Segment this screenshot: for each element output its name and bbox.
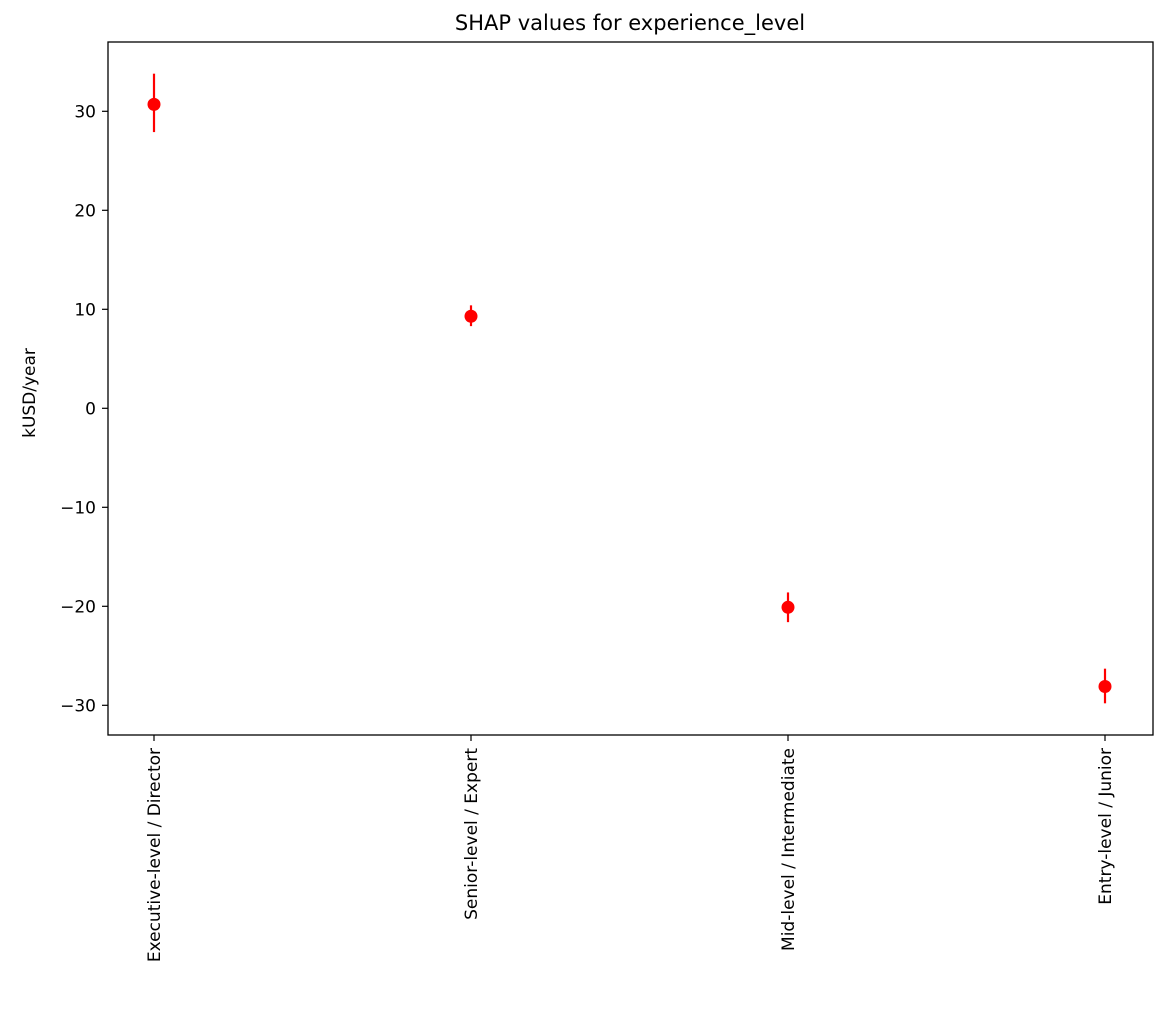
x-tick-label: Executive-level / Director <box>145 748 165 962</box>
data-marks <box>147 73 1112 704</box>
plot-frame <box>107 41 1154 736</box>
y-tick-label: 30 <box>74 102 96 122</box>
x-tick-label: Mid-level / Intermediate <box>779 748 799 951</box>
y-tick-label: −10 <box>60 498 96 518</box>
chart-title: SHAP values for experience_level <box>455 11 805 36</box>
x-tick-label: Senior-level / Expert <box>462 748 482 920</box>
y-axis-label: kUSD/year <box>20 348 40 438</box>
data-point <box>781 600 795 614</box>
x-axis: Executive-level / Director Senior-level /… <box>145 735 1116 962</box>
y-tick-label: −30 <box>60 696 96 716</box>
data-point <box>1098 679 1112 693</box>
y-tick-label: 10 <box>74 300 96 320</box>
y-tick-label: 20 <box>74 201 96 221</box>
y-tick-label: −20 <box>60 597 96 617</box>
data-point <box>464 309 478 323</box>
data-point <box>147 97 161 111</box>
x-tick-label: Entry-level / Junior <box>1096 748 1116 905</box>
y-tick-label: 0 <box>85 399 96 419</box>
y-axis: −30 −20 −10 0 10 20 30 <box>60 102 108 716</box>
